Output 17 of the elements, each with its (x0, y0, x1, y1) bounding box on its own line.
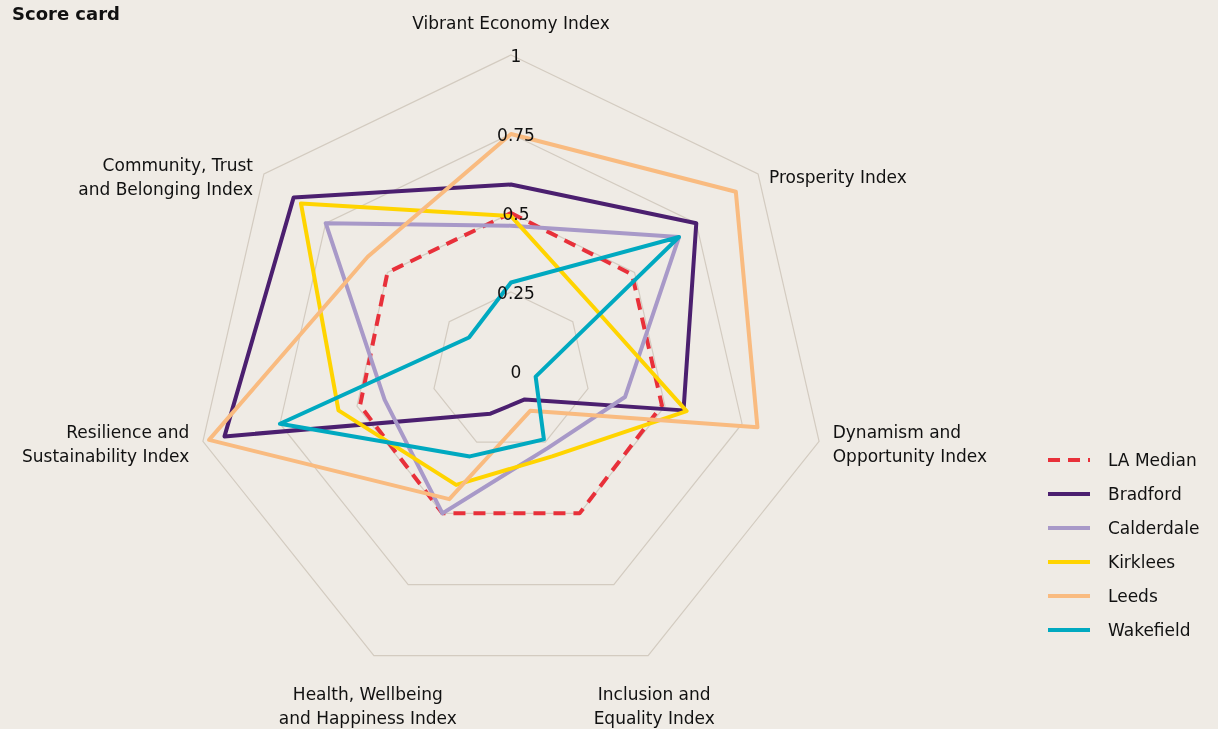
y-tick-label: 0 (510, 362, 522, 382)
spoke-label: Community, Trust and Belonging Index (78, 155, 254, 200)
spoke-label: Inclusion and Equality Index (593, 684, 715, 729)
legend-label: Bradford (1108, 484, 1182, 504)
spoke-label: Resilience and Sustainability Index (21, 422, 190, 467)
spoke-label: Prosperity Index (769, 167, 907, 188)
legend-label: Kirklees (1108, 552, 1176, 572)
spoke-label: Dynamism and Opportunity Index (832, 422, 987, 467)
legend-label: Wakefield (1108, 620, 1191, 640)
legend-label: Calderdale (1108, 518, 1200, 538)
chart-title: Score card (12, 3, 120, 24)
legend-label: Leeds (1108, 586, 1158, 606)
legend-label: LA Median (1108, 450, 1197, 470)
spoke-label: Vibrant Economy Index (412, 13, 610, 33)
spoke-label: Health, Wellbeing and Happiness Index (278, 684, 457, 729)
y-tick-label: 1 (510, 46, 522, 66)
y-tick-label: 0.75 (497, 125, 535, 145)
